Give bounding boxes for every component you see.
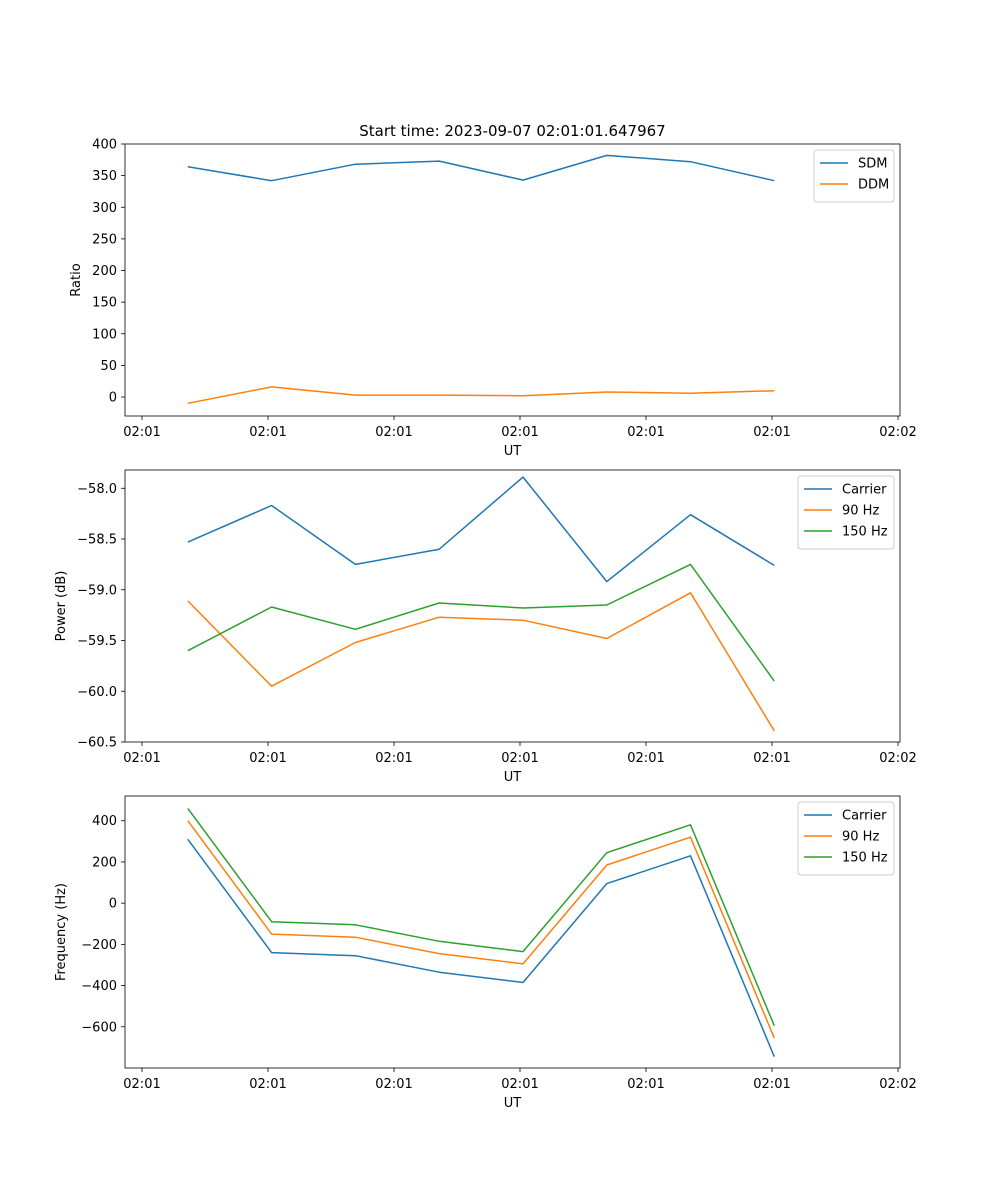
y-tick-label: −60.5 [77, 736, 117, 751]
panel-1: 02:01 02:01 02:01 02:01 02:01 02:01 02:02 0 50 10… [69, 138, 917, 460]
y-axis-label: Frequency (Hz) [54, 883, 69, 981]
legend: Carrier 90 Hz 150 Hz [797, 475, 895, 550]
y-tick-label: 250 [92, 232, 117, 247]
x-tick-label: 02:01 [123, 1077, 160, 1092]
x-tick-label: 02:01 [375, 425, 412, 440]
y-tick-label: −600 [81, 1020, 117, 1035]
x-tick-label: 02:01 [375, 1077, 412, 1092]
y-tick-label: 200 [92, 855, 117, 870]
y-tick-label: −58.0 [77, 482, 117, 497]
series-line-sdm [187, 154, 775, 182]
x-tick-label: 02:01 [249, 1077, 286, 1092]
x-tick-label: 02:01 [249, 751, 286, 766]
y-tick-label: 0 [109, 897, 117, 912]
series-line-carrier [187, 476, 775, 583]
x-tick-label: 02:01 [627, 425, 664, 440]
axes-frame [124, 795, 901, 1069]
y-tick-label: 0 [109, 391, 117, 406]
x-tick-label: 02:01 [375, 751, 412, 766]
y-tick-label: 200 [92, 264, 117, 279]
x-tick-label: 02:01 [753, 425, 790, 440]
series-line-150-hz [187, 807, 775, 1027]
x-tick-label: 02:01 [627, 751, 664, 766]
legend: SDM DDM [813, 149, 895, 203]
x-tick-label: 02:02 [879, 751, 916, 766]
x-tick-label: 02:01 [123, 751, 160, 766]
y-tick-label: 50 [100, 359, 117, 374]
series-line-150-hz [187, 563, 775, 682]
legend: Carrier 90 Hz 150 Hz [797, 801, 895, 876]
y-tick-label: 400 [92, 814, 117, 829]
legend-label: SDM [858, 157, 887, 172]
x-axis-label: UT [504, 1096, 522, 1111]
x-tick-label: 02:01 [501, 751, 538, 766]
y-tick-label: 150 [92, 296, 117, 311]
legend-label: 90 Hz [842, 504, 879, 519]
chart-title: Start time: 2023-09-07 02:01:01.647967 [359, 122, 665, 140]
x-tick-label: 02:01 [123, 425, 160, 440]
y-tick-label: 100 [92, 327, 117, 342]
x-tick-label: 02:01 [753, 751, 790, 766]
y-tick-label: −59.0 [77, 583, 117, 598]
x-tick-label: 02:02 [879, 425, 916, 440]
legend-label: 150 Hz [842, 525, 888, 540]
y-tick-label: −400 [81, 979, 117, 994]
x-tick-label: 02:02 [879, 1077, 916, 1092]
x-tick-label: 02:01 [249, 425, 286, 440]
panel-2: 02:01 02:01 02:01 02:01 02:01 02:01 02:02 −58.0… [54, 469, 917, 785]
y-axis-label: Power (dB) [54, 571, 69, 642]
series-line-90-hz [187, 820, 775, 1039]
legend-label: Carrier [842, 809, 887, 824]
y-tick-label: 350 [92, 169, 117, 184]
x-axis-label: UT [504, 770, 522, 785]
legend-label: DDM [858, 178, 889, 193]
y-tick-label: −59.5 [77, 634, 117, 649]
series-line-90-hz [187, 592, 775, 732]
y-tick-label: −58.5 [77, 533, 117, 548]
x-tick-label: 02:01 [627, 1077, 664, 1092]
panel-3: 02:01 02:01 02:01 02:01 02:01 02:01 02:02 400 20… [54, 795, 917, 1111]
legend-label: Carrier [842, 483, 887, 498]
axes-frame [124, 469, 901, 743]
y-tick-label: 300 [92, 201, 117, 216]
x-tick-label: 02:01 [753, 1077, 790, 1092]
legend-label: 150 Hz [842, 851, 888, 866]
axes-frame [124, 143, 901, 417]
y-tick-label: 400 [92, 138, 117, 153]
legend-label: 90 Hz [842, 830, 879, 845]
x-tick-label: 02:01 [501, 425, 538, 440]
series-line-ddm [187, 386, 775, 405]
y-axis-label: Ratio [69, 263, 84, 296]
x-tick-label: 02:01 [501, 1077, 538, 1092]
y-tick-label: −60.0 [77, 685, 117, 700]
y-tick-label: −200 [81, 938, 117, 953]
series-line-carrier [187, 838, 775, 1057]
x-axis-label: UT [504, 444, 522, 459]
